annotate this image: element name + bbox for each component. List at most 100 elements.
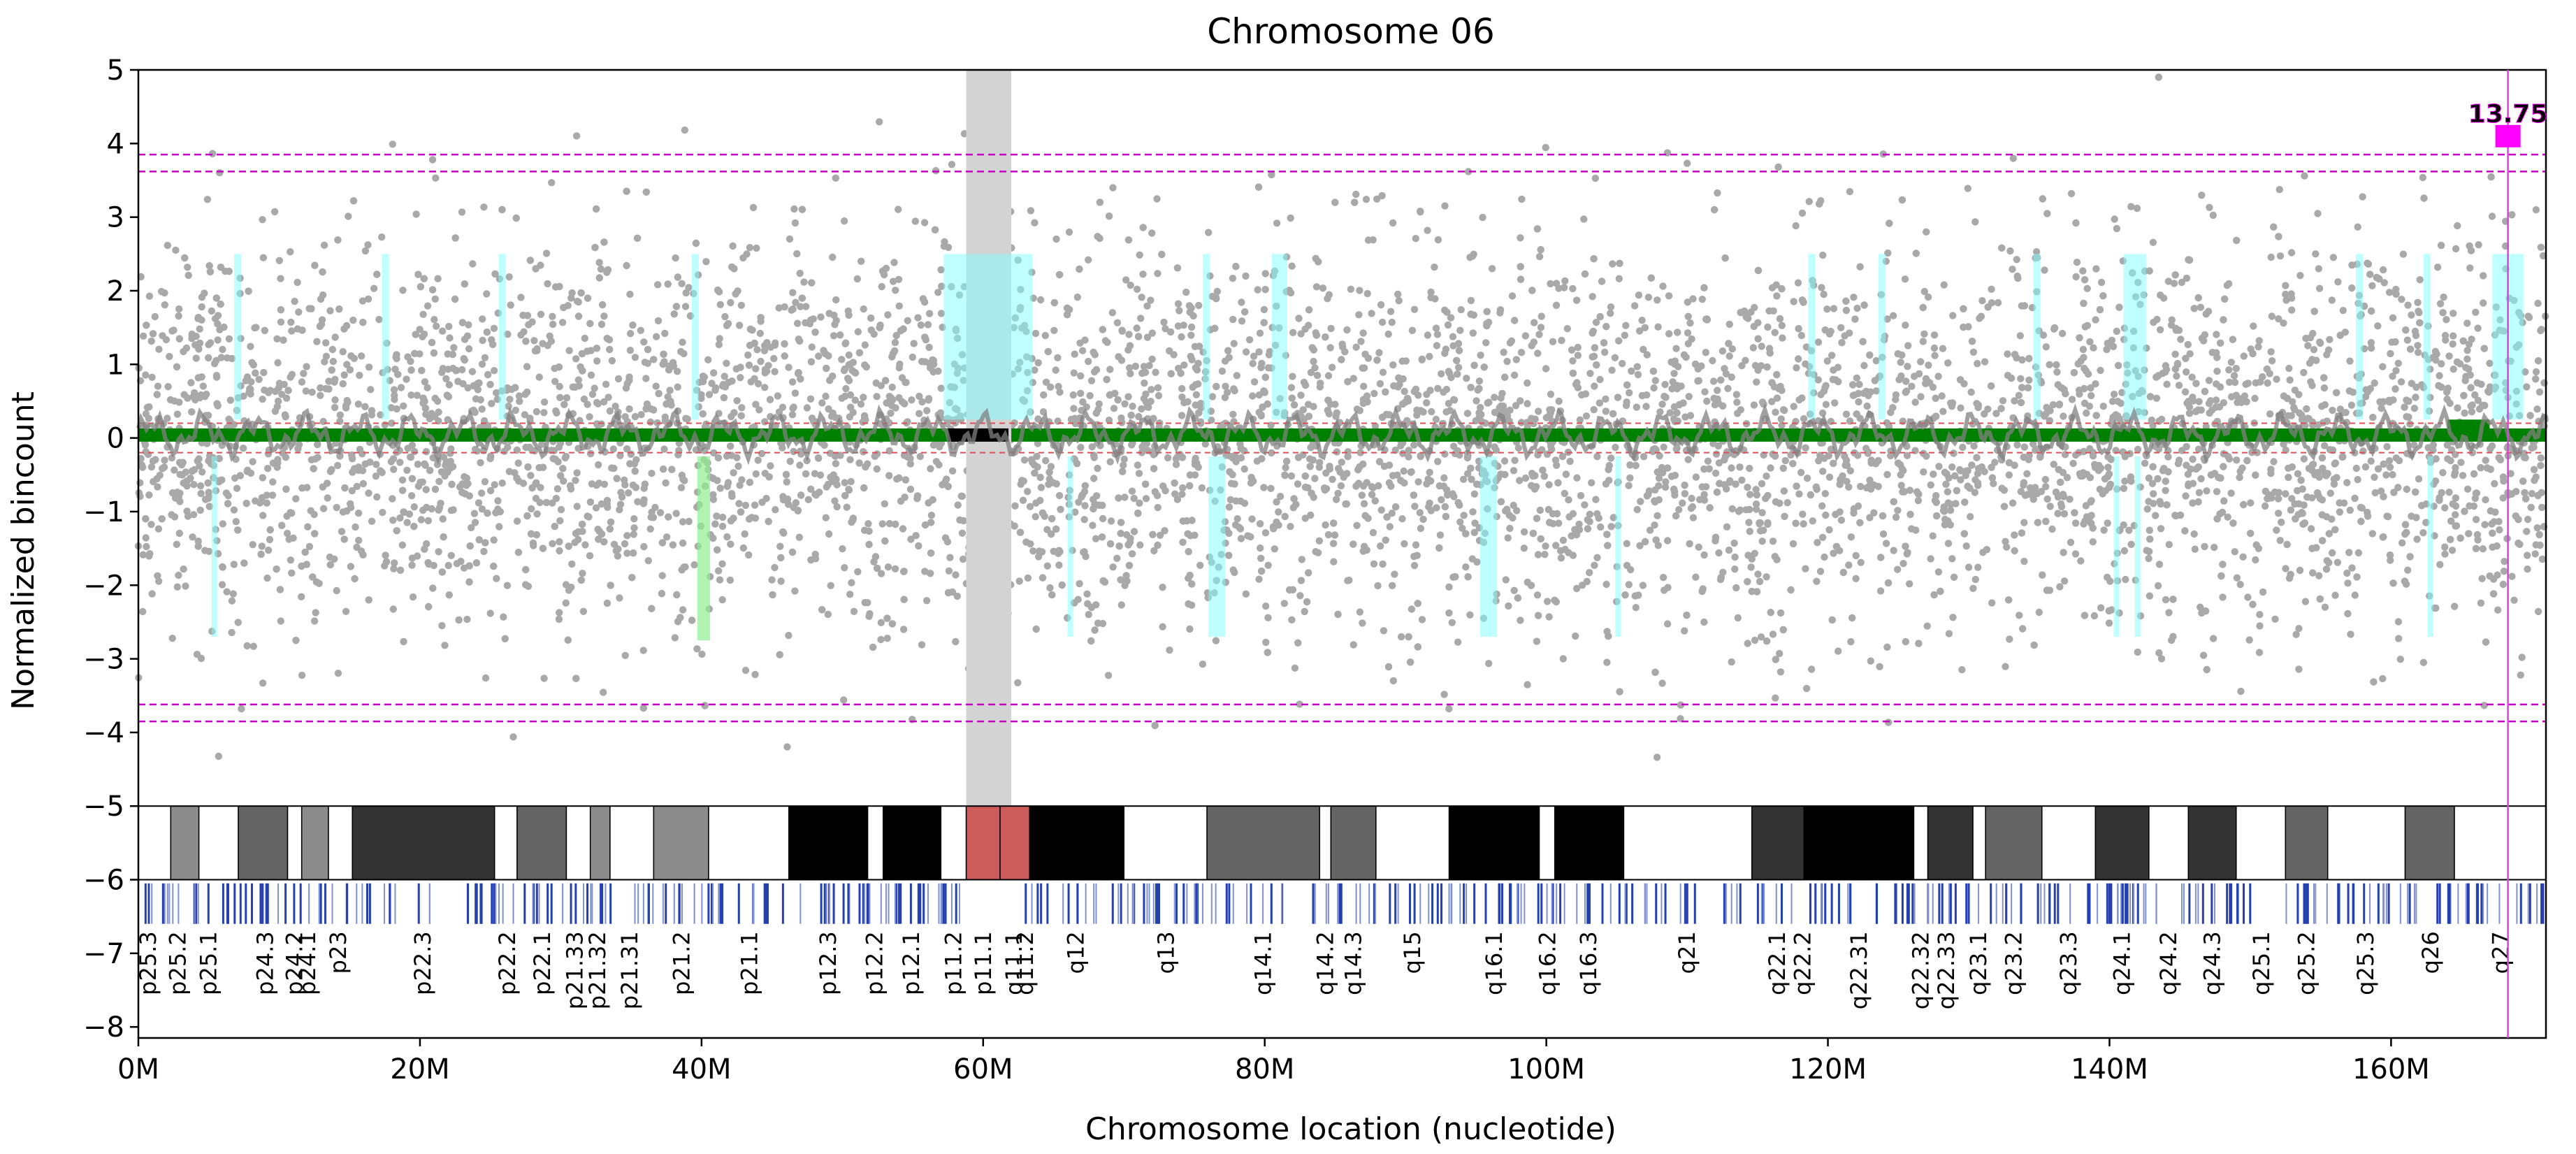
data-point	[1607, 303, 1615, 311]
data-point	[317, 391, 324, 399]
data-point	[2313, 489, 2322, 497]
data-point	[259, 216, 266, 224]
data-point	[2275, 510, 2282, 517]
data-point	[1159, 584, 1166, 591]
data-point	[2145, 474, 2153, 482]
data-point	[556, 547, 563, 555]
data-point	[2205, 377, 2213, 384]
data-point	[786, 235, 794, 243]
data-point	[2090, 612, 2099, 620]
data-point	[2296, 272, 2304, 280]
data-point	[2346, 357, 2354, 365]
data-point	[1378, 192, 1386, 200]
data-point	[1502, 507, 1510, 515]
data-point	[2178, 278, 2186, 287]
data-point	[1863, 402, 1871, 410]
data-point	[1413, 406, 1421, 414]
data-point	[1262, 603, 1270, 610]
data-point	[1397, 633, 1405, 641]
data-point	[743, 250, 751, 258]
data-point	[788, 378, 797, 386]
data-point	[1497, 402, 1505, 410]
data-point	[442, 375, 450, 382]
data-point	[671, 634, 679, 642]
data-point	[2398, 296, 2405, 303]
data-point	[1866, 514, 1874, 521]
data-point	[175, 312, 182, 320]
data-point	[2347, 630, 2354, 638]
data-point	[175, 529, 183, 538]
data-point	[193, 651, 201, 658]
data-point	[197, 489, 205, 498]
data-point	[495, 523, 503, 531]
data-point	[544, 280, 551, 288]
data-point	[1760, 526, 1767, 534]
data-point	[147, 521, 155, 528]
data-point	[2538, 555, 2547, 563]
data-point	[716, 484, 724, 492]
data-point	[2379, 266, 2387, 274]
data-point	[1591, 561, 1598, 569]
data-point	[721, 312, 729, 321]
data-point	[2146, 547, 2153, 556]
data-point	[1289, 329, 1297, 336]
data-point	[2316, 338, 2324, 346]
data-point	[291, 297, 298, 305]
data-point	[1275, 508, 1282, 516]
data-point	[1728, 505, 1736, 513]
data-point	[2156, 326, 2164, 333]
data-point	[1853, 304, 1861, 312]
data-point	[916, 392, 923, 401]
data-point	[1684, 329, 1692, 337]
data-point	[403, 466, 411, 474]
data-point	[1664, 584, 1672, 591]
data-point	[2017, 375, 2025, 382]
data-point	[1473, 558, 1481, 566]
data-point	[1547, 390, 1555, 398]
data-point	[1411, 503, 1419, 510]
data-point	[857, 401, 865, 408]
data-point	[2419, 529, 2427, 537]
data-point	[1154, 503, 1162, 512]
data-point	[626, 347, 635, 354]
data-point	[1087, 377, 1096, 384]
data-point	[2287, 412, 2295, 419]
data-point	[1418, 616, 1426, 623]
data-point	[2006, 247, 2014, 255]
data-point	[1339, 343, 1347, 351]
data-point	[2203, 487, 2210, 495]
data-point	[1642, 403, 1650, 410]
data-point	[1702, 349, 1709, 356]
data-point	[1457, 305, 1465, 314]
data-point	[2299, 485, 2306, 493]
data-point	[422, 486, 430, 493]
data-point	[1818, 284, 1825, 291]
data-point	[2484, 387, 2492, 396]
data-point	[2439, 469, 2447, 477]
data-point	[247, 469, 255, 477]
data-point	[739, 544, 748, 552]
data-point	[945, 567, 953, 575]
data-point	[921, 521, 929, 529]
data-point	[2287, 290, 2295, 298]
data-point	[2318, 403, 2326, 410]
data-point	[1772, 694, 1779, 702]
data-point	[662, 479, 670, 487]
data-point	[2410, 405, 2419, 412]
data-point	[621, 651, 629, 659]
data-point	[282, 413, 289, 421]
data-point	[318, 316, 326, 324]
data-point	[1041, 331, 1050, 340]
data-point	[1533, 637, 1541, 645]
data-point	[767, 462, 774, 470]
data-point	[1291, 664, 1299, 672]
data-point	[1180, 361, 1188, 369]
data-point	[677, 484, 686, 491]
data-point	[2448, 547, 2456, 554]
data-point	[1852, 575, 1860, 582]
data-point	[1948, 463, 1956, 471]
data-point	[1182, 288, 1190, 296]
data-point	[718, 522, 727, 531]
data-point	[783, 743, 791, 751]
data-point	[161, 301, 168, 309]
